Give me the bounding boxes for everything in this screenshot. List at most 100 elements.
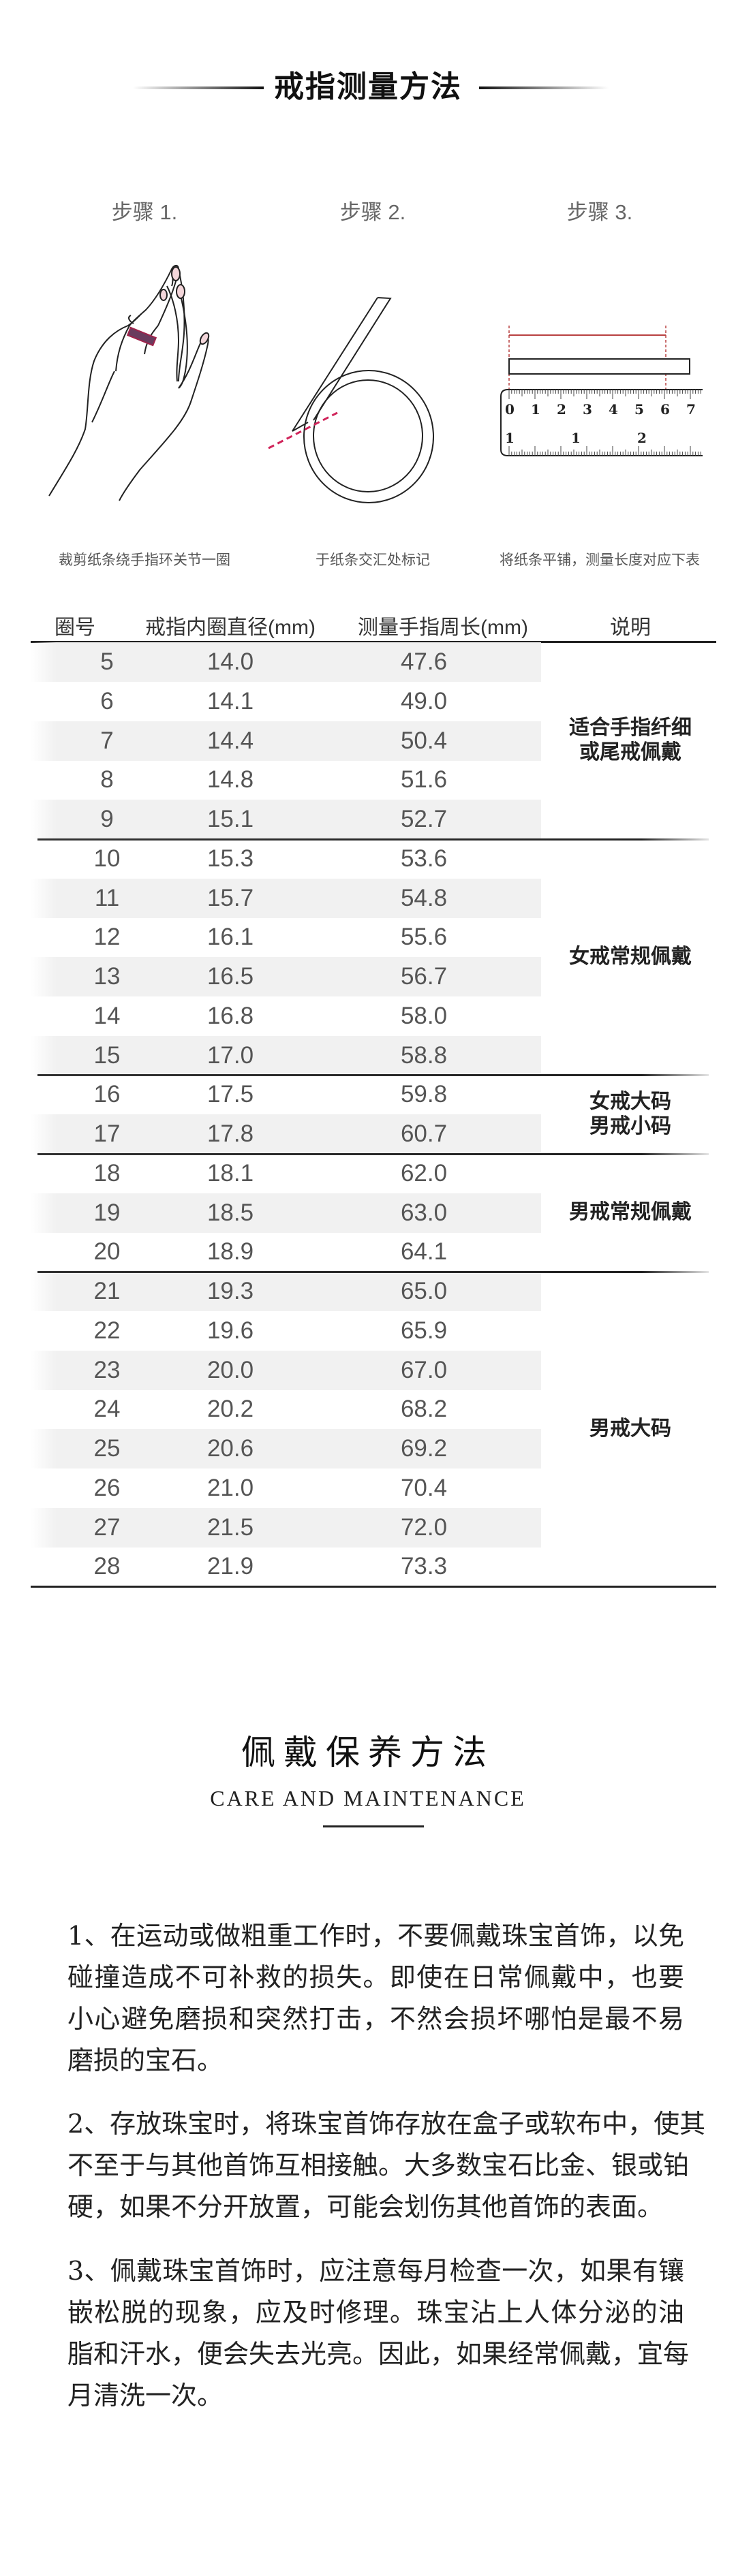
cell-inner-diameter: 19.3 <box>206 1278 254 1304</box>
cell-size: 22 <box>93 1317 121 1344</box>
table-bottom-border <box>31 1586 716 1588</box>
group-divider <box>37 1271 709 1273</box>
size-group-description: 男戒常规佩戴 <box>545 1154 716 1272</box>
cell-circumference: 54.8 <box>400 884 448 911</box>
ruler-number: 0 <box>505 401 515 418</box>
section-title-measure: 戒指测量方法 <box>274 69 462 104</box>
cell-size: 26 <box>93 1474 121 1501</box>
paragraph-line: 硬，如果不分开放置，可能会划伤其他首饰的表面。 <box>67 2192 664 2222</box>
cell-circumference: 47.6 <box>400 648 448 675</box>
description-line: 男戒小码 <box>589 1115 671 1137</box>
care-paragraph: 2、存放珠宝时，将珠宝首饰存放在盒子或软布中，使其 不至于与其他首饰互相接触。大多… <box>67 2103 706 2228</box>
cell-size: 15 <box>93 1041 121 1069</box>
table-row: 18 18.1 62.0 <box>31 1154 541 1193</box>
cell-size: 17 <box>93 1120 121 1147</box>
cell-size: 28 <box>93 1553 121 1580</box>
table-row: 24 20.2 68.2 <box>31 1389 541 1429</box>
cell-circumference: 72.0 <box>400 1513 448 1541</box>
paragraph-line: 2、存放珠宝时，将珠宝首饰存放在盒子或软布中，使其 <box>67 2109 706 2139</box>
ruler-number: 6 <box>660 401 670 418</box>
paragraph-line: 磨损的宝石。 <box>67 2045 224 2075</box>
cell-circumference: 59.8 <box>400 1081 448 1108</box>
ruler-number: 7 <box>686 401 696 418</box>
step-2-caption: 于纸条交汇处标记 <box>316 552 430 568</box>
ruler-number: 2 <box>557 401 566 418</box>
cell-inner-diameter: 14.1 <box>206 687 254 714</box>
cell-size: 7 <box>100 727 114 754</box>
table-row: 21 19.3 65.0 <box>31 1272 541 1311</box>
group-divider <box>37 1074 709 1077</box>
cell-inner-diameter: 16.8 <box>206 1002 254 1029</box>
paragraph-line: 小心避免磨损和突然打击，不然会损坏哪怕是最不易 <box>67 2004 684 2034</box>
cell-size: 5 <box>100 648 114 675</box>
table-row: 5 14.0 47.6 <box>31 642 541 682</box>
cell-inner-diameter: 17.5 <box>206 1081 254 1108</box>
cell-inner-diameter: 18.5 <box>206 1199 254 1226</box>
table-row: 13 16.5 56.7 <box>31 957 541 996</box>
table-row: 22 19.6 65.9 <box>31 1311 541 1351</box>
cell-circumference: 64.1 <box>400 1238 448 1266</box>
description-line: 女戒常规佩戴 <box>569 945 692 968</box>
table-row: 15 17.0 58.8 <box>31 1035 541 1075</box>
cell-inner-diameter: 14.0 <box>206 648 254 675</box>
cell-size: 9 <box>100 806 114 832</box>
group-divider <box>37 838 709 841</box>
header-size-number: 圈号 <box>55 616 95 639</box>
paragraph-line: 嵌松脱的现象，应及时修理。珠宝沾上人体分泌的油 <box>67 2297 684 2327</box>
cell-inner-diameter: 15.3 <box>206 845 254 872</box>
paragraph-line: 不至于与其他首饰互相接触。大多数宝石比金、银或铂 <box>67 2150 690 2180</box>
cell-size: 21 <box>93 1278 121 1304</box>
cell-circumference: 58.8 <box>400 1041 448 1069</box>
cell-inner-diameter: 21.0 <box>206 1474 254 1501</box>
size-group-description: 女戒大码 男戒小码 <box>545 1075 716 1154</box>
title-right-rule <box>479 87 609 89</box>
table-row: 10 15.3 53.6 <box>31 839 541 879</box>
measurement-illustrations: 0 1 2 3 4 5 6 71 1 2 <box>48 264 703 503</box>
size-group-description: 适合手指纤细 或尾戒佩戴 <box>545 642 716 839</box>
ruler-number: 3 <box>583 401 592 418</box>
cell-circumference: 65.0 <box>400 1278 448 1304</box>
cell-circumference: 70.4 <box>400 1474 448 1501</box>
cell-circumference: 68.2 <box>400 1396 448 1423</box>
cell-circumference: 50.4 <box>400 727 448 754</box>
table-row: 19 18.5 63.0 <box>31 1193 541 1233</box>
cell-circumference: 53.6 <box>400 845 448 872</box>
cell-size: 16 <box>93 1081 121 1108</box>
description-line: 或尾戒佩戴 <box>579 741 681 764</box>
table-row: 6 14.1 49.0 <box>31 682 541 721</box>
cell-inner-diameter: 15.7 <box>206 884 254 911</box>
cell-size: 14 <box>93 1002 121 1029</box>
table-row: 20 18.9 64.1 <box>31 1232 541 1272</box>
ring-strip-illustration <box>268 297 434 503</box>
table-row: 26 21.0 70.4 <box>31 1468 541 1508</box>
ruler-number: 1 <box>505 430 515 446</box>
ruler-number: 1 <box>531 401 540 418</box>
description-line: 女戒大码 <box>589 1090 671 1113</box>
step-1-label: 步骤 1. <box>111 200 178 224</box>
cell-size: 23 <box>93 1356 121 1383</box>
cell-circumference: 51.6 <box>400 766 448 794</box>
description-line: 适合手指纤细 <box>569 717 692 740</box>
cell-inner-diameter: 15.1 <box>206 806 254 832</box>
section-subtitle-care: CARE AND MAINTENANCE <box>210 1786 526 1810</box>
table-row: 11 15.7 54.8 <box>31 878 541 918</box>
cell-circumference: 55.6 <box>400 924 448 951</box>
cell-inner-diameter: 19.6 <box>206 1317 254 1344</box>
cell-inner-diameter: 16.5 <box>206 963 254 990</box>
cell-circumference: 73.3 <box>400 1553 448 1580</box>
cell-inner-diameter: 21.5 <box>206 1513 254 1541</box>
cell-circumference: 62.0 <box>400 1159 448 1187</box>
cell-size: 18 <box>93 1159 121 1187</box>
table-row: 9 15.1 52.7 <box>31 800 541 839</box>
cell-circumference: 52.7 <box>400 806 448 832</box>
header-inner-diameter: 戒指内圈直径(mm) <box>145 616 316 639</box>
cell-size: 25 <box>93 1435 121 1462</box>
cell-circumference: 69.2 <box>400 1435 448 1462</box>
cell-inner-diameter: 16.1 <box>206 924 254 951</box>
cell-circumference: 67.0 <box>400 1356 448 1383</box>
header-divider <box>31 641 716 643</box>
cell-size: 10 <box>93 845 121 872</box>
care-title-underline <box>323 1825 424 1827</box>
ruler-number: 2 <box>637 430 647 446</box>
cell-inner-diameter: 17.8 <box>206 1120 254 1147</box>
